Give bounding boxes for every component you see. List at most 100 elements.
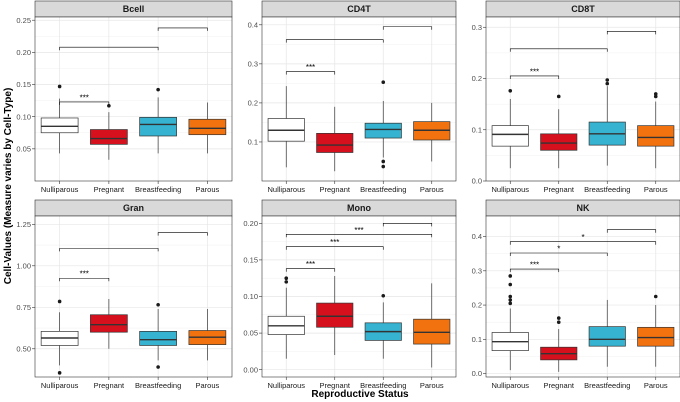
panel-border-mono	[261, 215, 457, 378]
outlier-point	[605, 78, 610, 82]
y-tick-label-mono: 0.10	[243, 292, 258, 301]
outlier-point	[381, 164, 386, 169]
box-iqr	[413, 318, 451, 345]
x-tick-label-bcell: Nulliparous	[41, 185, 79, 194]
panel-gran: Gran 0.50 0.75 1.00 1.25 *** Nulliparous Pregna…	[16, 199, 233, 390]
outlier-point	[653, 94, 658, 99]
outlier-point	[556, 316, 561, 320]
strip-title-mono: Mono	[347, 203, 371, 213]
significance-label: ***	[330, 238, 339, 247]
x-tick-label-nk: Pregnant	[544, 381, 575, 390]
outlier-point	[508, 282, 513, 287]
bracket-line	[509, 48, 608, 52]
bracket-line	[157, 232, 208, 236]
significance-bracket	[382, 26, 433, 30]
plot-area-bcell	[35, 17, 232, 181]
box-cd8t-parous	[637, 92, 675, 169]
outlier-point	[605, 81, 610, 86]
box-iqr	[588, 326, 626, 347]
significance-bracket: ***	[285, 260, 336, 272]
bracket-line	[382, 26, 433, 30]
x-tick-label-cd4t: Parous	[420, 185, 444, 194]
box-cd4t-pregnant	[316, 106, 354, 172]
significance-bracket: ***	[285, 226, 433, 238]
x-tick-label-nk: Breastfeeding	[584, 381, 630, 390]
outlier-point	[556, 320, 561, 324]
bracket-line	[509, 252, 608, 256]
significance-label: ***	[354, 226, 363, 235]
box-cd4t-nulliparous	[267, 86, 305, 168]
box-nk-parous	[637, 294, 675, 367]
panel-border-cd4t	[261, 16, 457, 182]
panel-cd8t: CD8T 0.0 0.1 0.2 0.3 *** Nulliparous Pregnant Br…	[472, 0, 680, 194]
plot-area-cd8t	[486, 17, 680, 181]
box-mono-nulliparous	[267, 276, 305, 359]
x-tick-label-cd8t: Breastfeeding	[584, 185, 630, 194]
y-tick-label-bcell: 0.05	[16, 144, 31, 153]
box-bcell-breastfeeding	[139, 87, 177, 154]
outlier-point	[508, 89, 513, 93]
box-cd8t-nulliparous	[491, 89, 529, 169]
plot-area-gran	[35, 216, 232, 377]
box-iqr	[316, 302, 354, 328]
panel-border-nk	[485, 215, 680, 378]
x-tick-label-gran: Parous	[195, 381, 219, 390]
box-cd4t-parous	[413, 102, 451, 162]
box-iqr	[90, 314, 128, 333]
box-gran-nulliparous	[40, 299, 79, 375]
significance-label: ***	[306, 260, 315, 269]
box-iqr	[40, 117, 79, 134]
panel-mono: Mono 0.00 0.05 0.10 0.15 0.20 *** *** *** Nullipa…	[243, 199, 457, 390]
significance-bracket	[606, 31, 657, 35]
significance-bracket	[382, 223, 433, 227]
x-axis-title: Reproductive Status	[311, 389, 409, 400]
x-tick-label-gran: Nulliparous	[41, 381, 79, 390]
y-tick-label-cd4t: 0.2	[248, 99, 258, 108]
box-cd4t-breastfeeding	[364, 80, 402, 169]
bracket-line	[285, 71, 336, 75]
panel-bcell: Bcell 0.05 0.10 0.15 0.20 0.25 *** Nulliparous P…	[16, 0, 233, 194]
significance-bracket	[59, 248, 159, 252]
x-tick-label-mono: Pregnant	[320, 381, 351, 390]
y-tick-label-nk: 0.2	[472, 301, 482, 310]
outlier-point	[57, 299, 62, 304]
significance-bracket	[285, 39, 384, 43]
panel-border-gran	[34, 215, 233, 378]
outlier-point	[508, 301, 513, 306]
significance-bracket: ***	[285, 238, 384, 250]
y-tick-label-bcell: 0.20	[16, 48, 31, 57]
y-tick-label-cd8t: 0.2	[472, 74, 482, 83]
significance-bracket	[606, 229, 657, 233]
box-gran-breastfeeding	[139, 302, 177, 369]
panel-border-bcell	[34, 16, 233, 182]
x-tick-label-gran: Breastfeeding	[135, 381, 181, 390]
outlier-point	[653, 92, 658, 96]
box-cd8t-breastfeeding	[588, 78, 626, 166]
x-tick-label-mono: Nulliparous	[267, 381, 305, 390]
box-mono-parous	[413, 283, 451, 368]
outlier-point	[284, 280, 289, 284]
significance-bracket	[509, 48, 608, 52]
panel-nk: NK0.00.10.20.30.4*****Nulliparous Pregnan…	[472, 199, 680, 390]
outlier-point	[284, 276, 289, 281]
bracket-line	[509, 268, 560, 273]
y-tick-label-bcell: 0.15	[16, 80, 31, 89]
outlier-point	[381, 80, 386, 85]
strip-title-cd4t: CD4T	[347, 4, 371, 14]
significance-label: ***	[530, 261, 539, 270]
y-tick-label-gran: 1.00	[16, 261, 31, 270]
bracket-line	[509, 75, 560, 79]
box-iqr	[637, 326, 675, 347]
y-tick-label-gran: 0.50	[16, 344, 31, 353]
significance-bracket: ***	[59, 93, 110, 105]
strip-title-bcell: Bcell	[123, 4, 145, 14]
outlier-point	[556, 94, 561, 99]
outlier-point	[508, 298, 513, 302]
bracket-line	[509, 241, 657, 245]
x-tick-label-bcell: Breastfeeding	[135, 185, 181, 194]
y-tick-label-cd8t: 0.0	[472, 177, 482, 186]
significance-bracket: ***	[285, 63, 336, 75]
outlier-point	[156, 302, 160, 307]
y-tick-label-bcell: 0.10	[16, 112, 31, 121]
bracket-line	[285, 39, 384, 43]
